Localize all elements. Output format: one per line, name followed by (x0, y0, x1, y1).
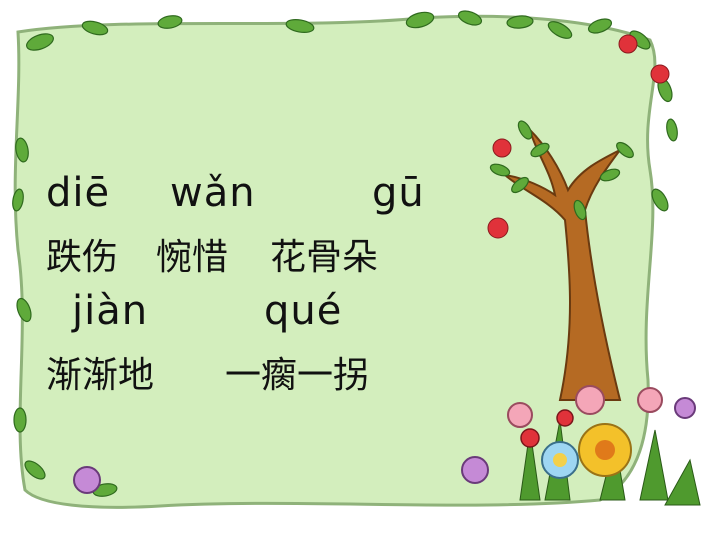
pink-flower (507, 385, 663, 428)
border-apples (618, 34, 670, 84)
leaf-border (12, 10, 678, 497)
yellow-flower (578, 423, 632, 477)
apple-tree (487, 120, 634, 401)
blue-flower (541, 441, 579, 479)
red-flower (520, 409, 574, 448)
purple-flower (73, 397, 696, 494)
flowers (73, 385, 696, 494)
